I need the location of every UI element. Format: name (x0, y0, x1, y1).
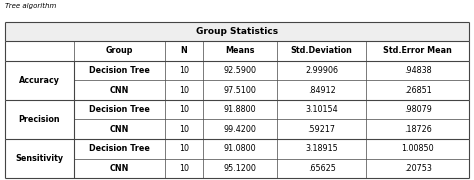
Text: 10: 10 (179, 86, 189, 95)
Text: Sensitivity: Sensitivity (15, 154, 63, 163)
Text: 3.18915: 3.18915 (305, 144, 338, 153)
Text: 99.4200: 99.4200 (223, 125, 256, 134)
Text: .20753: .20753 (404, 164, 432, 173)
Text: .18726: .18726 (404, 125, 431, 134)
Text: 10: 10 (179, 164, 189, 173)
Text: .26851: .26851 (404, 86, 431, 95)
Text: 97.5100: 97.5100 (223, 86, 256, 95)
Text: CNN: CNN (110, 164, 129, 173)
Text: Decision Tree: Decision Tree (89, 105, 150, 114)
Text: Means: Means (225, 46, 255, 55)
Text: Std.Deviation: Std.Deviation (291, 46, 353, 55)
Bar (5, 22, 469, 41)
Text: N: N (181, 46, 187, 55)
Text: 91.0800: 91.0800 (224, 144, 256, 153)
Text: 10: 10 (179, 125, 189, 134)
Text: Tree algorithm: Tree algorithm (5, 3, 56, 9)
Text: 10: 10 (179, 105, 189, 114)
Text: .59217: .59217 (308, 125, 336, 134)
Text: 91.8800: 91.8800 (224, 105, 256, 114)
Text: Decision Tree: Decision Tree (89, 144, 150, 153)
Text: .84912: .84912 (308, 86, 336, 95)
Text: Group Statistics: Group Statistics (196, 27, 278, 36)
Text: CNN: CNN (110, 86, 129, 95)
Text: Group: Group (106, 46, 133, 55)
Text: Decision Tree: Decision Tree (89, 66, 150, 75)
Text: .98079: .98079 (404, 105, 432, 114)
Text: 10: 10 (179, 144, 189, 153)
Text: 95.1200: 95.1200 (223, 164, 256, 173)
Text: .65625: .65625 (308, 164, 336, 173)
Text: CNN: CNN (110, 125, 129, 134)
Text: Precision: Precision (18, 115, 60, 124)
Text: 2.99906: 2.99906 (305, 66, 338, 75)
Text: 3.10154: 3.10154 (305, 105, 338, 114)
Text: 1.00850: 1.00850 (401, 144, 434, 153)
Text: 10: 10 (179, 66, 189, 75)
Text: Accuracy: Accuracy (18, 76, 60, 85)
Text: .94838: .94838 (404, 66, 431, 75)
Text: Std.Error Mean: Std.Error Mean (383, 46, 452, 55)
Text: 92.5900: 92.5900 (223, 66, 256, 75)
